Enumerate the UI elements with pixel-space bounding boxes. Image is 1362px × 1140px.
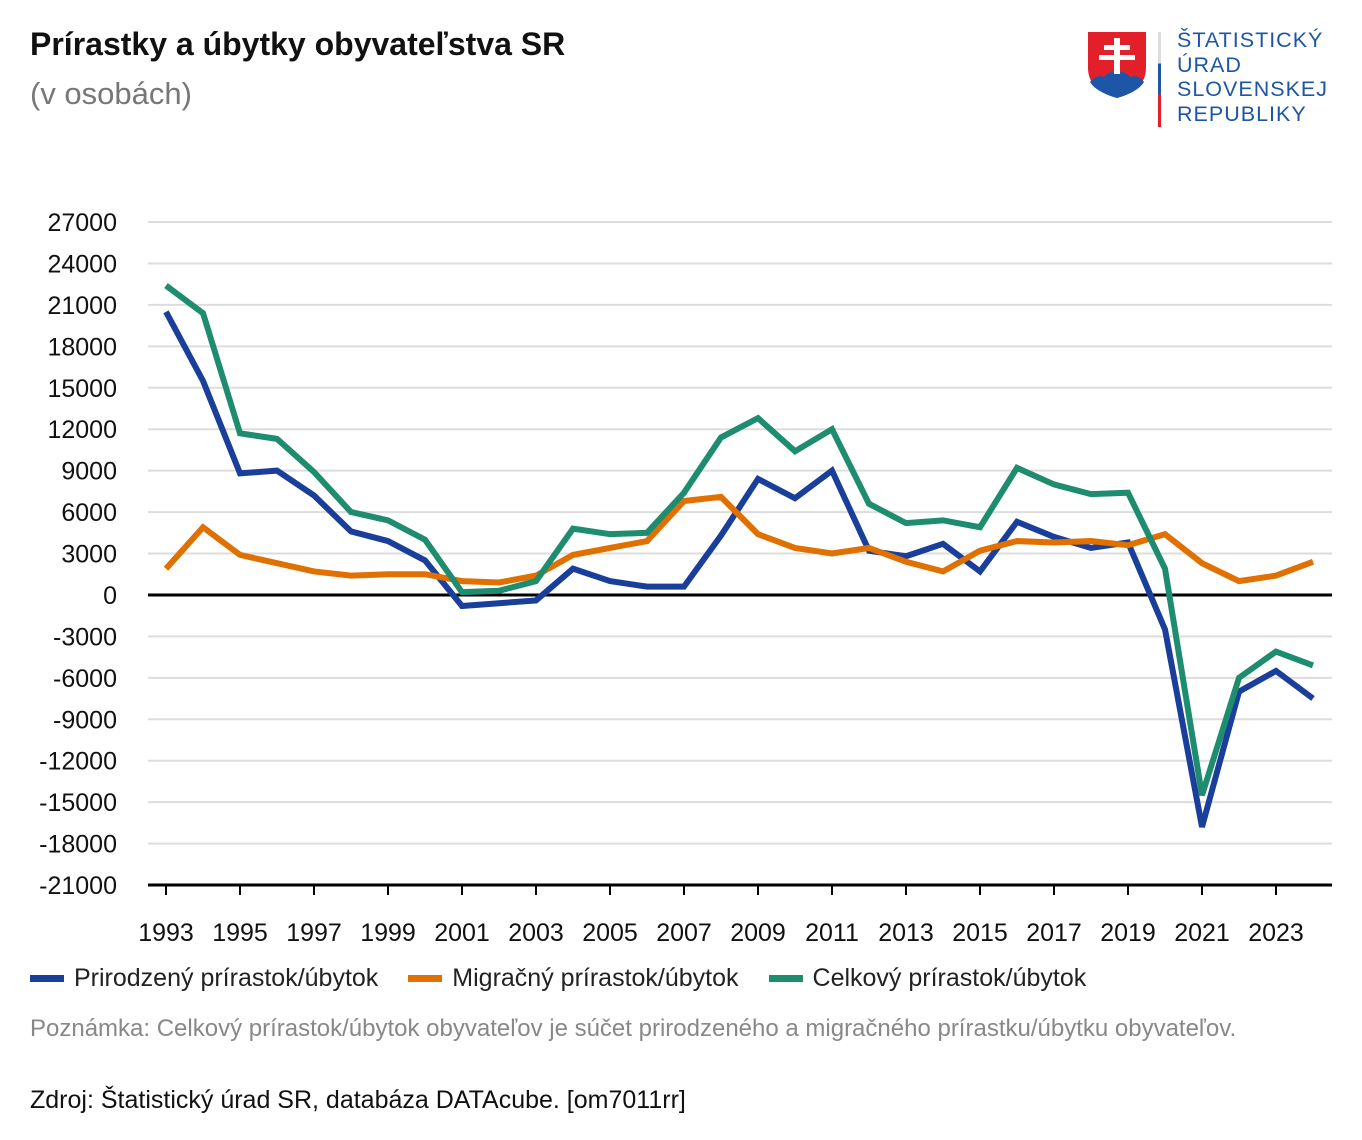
x-tick-label: 2015 [952,919,1008,947]
y-tick-label: -6000 [53,665,117,693]
y-tick-label: 6000 [61,499,117,527]
y-tick-label: -21000 [39,872,117,900]
legend-label: Migračný prírastok/úbytok [452,964,739,992]
x-tick-label: 2013 [878,919,934,947]
y-tick-label: -3000 [53,623,117,651]
chart-source: Zdroj: Štatistický úrad SR, databáza DAT… [30,1086,686,1114]
x-tick-label: 2019 [1100,919,1156,947]
legend-label: Prirodzený prírastok/úbytok [74,964,379,992]
legend-item-total: Celkový prírastok/úbytok [768,964,1087,993]
series-line-total [164,283,1315,797]
y-tick-label: -15000 [39,789,117,817]
logo-text: ŠTATISTICKÝ ÚRAD SLOVENSKEJ REPUBLIKY [1177,28,1328,126]
x-tick-label: 2007 [656,919,712,947]
x-tick-label: 2009 [730,919,786,947]
chart-title: Prírastky a úbytky obyvateľstva SR [30,26,566,62]
x-tick-label: 1999 [360,919,416,947]
series-line-natural [163,310,1315,828]
logo-line: ŠTATISTICKÝ [1177,28,1324,52]
legend-swatch [408,975,443,982]
x-tick-label: 2021 [1174,919,1230,947]
x-tick-label: 1993 [138,919,194,947]
y-tick-label: 21000 [47,292,117,320]
y-tick-label: 27000 [47,209,117,237]
x-tick-label: 1995 [212,919,268,947]
y-tick-label: 15000 [47,375,117,403]
legend-label: Celkový prírastok/úbytok [812,964,1087,992]
y-tick-label: 9000 [61,458,117,486]
y-tick-label: 12000 [47,416,117,444]
legend-item-natural: Prirodzený prírastok/úbytok [30,964,378,993]
logo-line: REPUBLIKY [1177,101,1307,126]
y-tick-label: -18000 [39,831,117,859]
x-tick-label: 2003 [508,919,564,947]
y-tick-label: 0 [103,582,117,610]
legend: Prirodzený prírastok/úbytok Migračný prí… [30,964,1086,993]
logo-line: ÚRAD [1177,52,1242,77]
y-tick-label: 3000 [61,541,117,569]
chart-subtitle: (v osobách) [30,76,192,111]
chart-note: Poznámka: Celkový prírastok/úbytok obyva… [30,1015,1237,1042]
x-tick-label: 2001 [434,919,490,947]
y-tick-label: -9000 [53,706,117,734]
y-tick-label: 24000 [47,250,117,278]
x-tick-label: 1997 [286,919,342,947]
x-tick-label: 2023 [1248,919,1304,947]
line-chart: 27000 24000 21000 18000 15000 12000 9000 6000 30… [39,209,1332,947]
logo-divider [1158,32,1161,127]
legend-swatch [768,975,803,982]
legend-item-migration: Migračný prírastok/úbytok [408,964,739,993]
y-tick-label: -12000 [39,748,117,776]
y-tick-label: 18000 [47,333,117,361]
logo-line: SLOVENSKEJ [1177,77,1328,101]
x-tick-label: 2017 [1026,919,1082,947]
x-tick-label: 2005 [582,919,638,947]
slovak-coat-of-arms-logo [1088,32,1146,98]
x-tick-label: 2011 [805,919,859,947]
series-line-migration [163,493,1315,586]
legend-swatch [30,975,64,982]
